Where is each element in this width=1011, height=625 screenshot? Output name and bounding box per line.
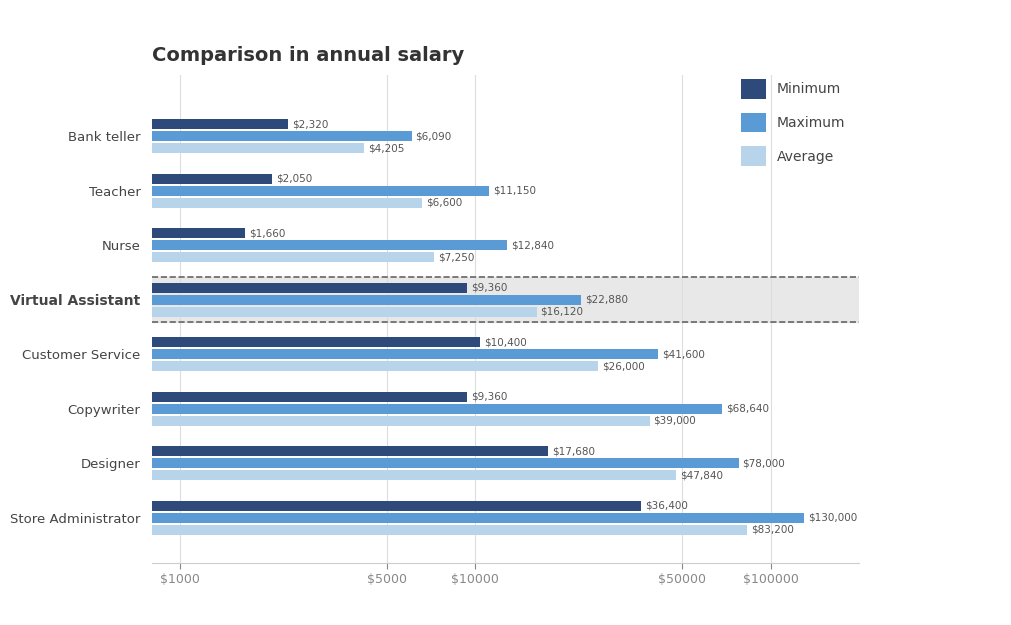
Text: $39,000: $39,000 (653, 416, 697, 426)
Bar (0, 416, 650, 426)
Text: $7,250: $7,250 (438, 252, 474, 262)
Text: $68,640: $68,640 (726, 404, 769, 414)
Text: Comparison in annual salary: Comparison in annual salary (152, 46, 464, 65)
Bar (0, 525, 747, 535)
Bar (152, 278, 859, 322)
Bar (0, 131, 411, 141)
Text: $2,050: $2,050 (276, 174, 312, 184)
Bar (0, 361, 598, 371)
Text: $12,840: $12,840 (512, 240, 554, 250)
Bar (0, 186, 489, 196)
Bar (0, 349, 658, 359)
Legend: Minimum, Maximum, Average: Minimum, Maximum, Average (734, 72, 852, 173)
Bar (0, 282, 467, 292)
Text: $9,360: $9,360 (471, 282, 508, 292)
Bar (0, 198, 423, 208)
Text: $1,660: $1,660 (249, 228, 285, 238)
Bar (0, 501, 641, 511)
Text: $9,360: $9,360 (471, 392, 508, 402)
Bar (0, 143, 364, 153)
Text: $83,200: $83,200 (751, 525, 794, 535)
Bar (0, 295, 581, 304)
Text: $2,320: $2,320 (292, 119, 329, 129)
Bar (0, 446, 548, 456)
Bar (0, 471, 676, 480)
Bar (0, 228, 246, 238)
Bar (0, 240, 508, 250)
Text: $41,600: $41,600 (662, 349, 705, 359)
Bar (0, 174, 272, 184)
Bar (0, 513, 804, 522)
Text: $6,090: $6,090 (416, 131, 452, 141)
Bar (0, 338, 480, 347)
Text: $6,600: $6,600 (426, 198, 462, 208)
Text: $16,120: $16,120 (540, 307, 583, 317)
Text: $10,400: $10,400 (484, 338, 527, 348)
Bar (0, 458, 739, 468)
Text: $36,400: $36,400 (645, 501, 687, 511)
Text: $22,880: $22,880 (585, 294, 628, 304)
Text: $78,000: $78,000 (742, 458, 786, 468)
Text: $130,000: $130,000 (808, 512, 857, 522)
Text: $4,205: $4,205 (368, 143, 404, 153)
Text: $26,000: $26,000 (602, 361, 644, 371)
Bar (0, 253, 434, 262)
Bar (0, 307, 537, 317)
Bar (0, 392, 467, 402)
Text: $47,840: $47,840 (679, 470, 723, 480)
Text: $11,150: $11,150 (493, 186, 536, 196)
Bar (0, 119, 288, 129)
Bar (0, 404, 722, 414)
Text: $17,680: $17,680 (552, 446, 595, 456)
